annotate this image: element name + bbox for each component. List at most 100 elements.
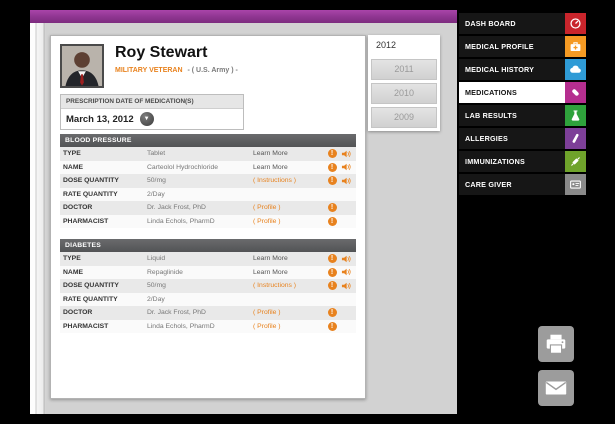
field-value: Linda Echols, PharmD — [147, 217, 215, 225]
info-icon[interactable] — [327, 176, 337, 186]
sidebar-item-medical-profile[interactable]: MEDICAL PROFILE — [459, 36, 586, 57]
profile-link[interactable]: ( Profile ) — [253, 217, 281, 225]
info-icon[interactable] — [327, 308, 337, 318]
pill-icon — [565, 82, 586, 103]
learn-more-link[interactable]: Learn More — [253, 163, 288, 171]
field-label: RATE QUANTITY — [63, 190, 118, 198]
table-row: TYPE Liquid Learn More — [60, 252, 356, 266]
table-row: DOCTOR Dr. Jack Frost, PhD ( Profile ) — [60, 306, 356, 320]
field-label: PHARMACIST — [63, 322, 109, 330]
sidebar-item-lab-results[interactable]: LAB RESULTS — [459, 105, 586, 126]
printer-icon — [546, 334, 566, 354]
field-label: RATE QUANTITY — [63, 295, 118, 303]
sidebar-item-label: CARE GIVER — [465, 180, 512, 189]
field-label: DOSE QUANTITY — [63, 282, 119, 290]
profile-link[interactable]: ( Profile ) — [253, 322, 281, 330]
id-card-icon — [565, 174, 586, 195]
sidebar-item-allergies[interactable]: ALLERGIES — [459, 128, 586, 149]
diabetes-section: DIABETES TYPE Liquid Learn More NAME Rep… — [60, 239, 356, 333]
field-label: PHARMACIST — [63, 217, 109, 225]
table-row: TYPE Tablet Learn More — [60, 147, 356, 161]
info-icon[interactable] — [327, 281, 337, 291]
field-value: 2/Day — [147, 295, 165, 303]
sidebar-item-label: MEDICATIONS — [465, 88, 517, 97]
learn-more-link[interactable]: Learn More — [253, 255, 288, 263]
info-icon[interactable] — [327, 254, 337, 264]
info-icon[interactable] — [327, 321, 337, 331]
field-value: Repaglinide — [147, 268, 183, 276]
patient-card: Roy Stewart MILITARY VETERAN - ( U.S. Ar… — [50, 35, 366, 399]
patient-name: Roy Stewart — [115, 44, 208, 61]
learn-more-link[interactable]: Learn More — [253, 150, 288, 158]
speaker-icon[interactable] — [339, 149, 353, 159]
prescription-date-box: PRESCRIPTION DATE OF MEDICATION(S) March… — [60, 94, 244, 130]
field-value: Tablet — [147, 150, 166, 158]
date-dropdown-button[interactable] — [139, 112, 154, 126]
sidebar-item-medical-history[interactable]: MEDICAL HISTORY — [459, 59, 586, 80]
table-row: RATE QUANTITY 2/Day — [60, 187, 356, 201]
section-title: BLOOD PRESSURE — [60, 134, 356, 147]
field-label: TYPE — [63, 150, 81, 158]
field-value: Dr. Jack Frost, PhD — [147, 204, 206, 212]
speaker-icon[interactable] — [339, 176, 353, 186]
field-label: TYPE — [63, 255, 81, 263]
year-selected[interactable]: 2012 — [368, 35, 440, 56]
patient-photo-graphic — [62, 46, 102, 86]
table-row: RATE QUANTITY 2/Day — [60, 292, 356, 306]
table-row: PHARMACIST Linda Echols, PharmD ( Profil… — [60, 319, 356, 333]
speaker-icon[interactable] — [339, 267, 353, 277]
speaker-icon[interactable] — [339, 281, 353, 291]
info-icon[interactable] — [327, 149, 337, 159]
speaker-icon[interactable] — [339, 254, 353, 264]
table-row: NAME Repaglinide Learn More — [60, 265, 356, 279]
sidebar-item-label: MEDICAL HISTORY — [465, 65, 535, 74]
field-label: NAME — [63, 163, 84, 171]
info-icon[interactable] — [327, 216, 337, 226]
prescription-date-label: PRESCRIPTION DATE OF MEDICATION(S) — [61, 95, 243, 109]
blood-pressure-section: BLOOD PRESSURE TYPE Tablet Learn More NA… — [60, 134, 356, 228]
field-value: Carteolol Hydrochloride — [147, 163, 219, 171]
sidebar-item-label: LAB RESULTS — [465, 111, 517, 120]
field-value: 2/Day — [147, 190, 165, 198]
table-row: PHARMACIST Linda Echols, PharmD ( Profil… — [60, 214, 356, 228]
sidebar-item-immunizations[interactable]: IMMUNIZATIONS — [459, 151, 586, 172]
sidebar-item-medications[interactable]: MEDICATIONS — [459, 82, 586, 103]
instructions-link[interactable]: ( Instructions ) — [253, 282, 297, 290]
info-icon[interactable] — [327, 267, 337, 277]
info-icon[interactable] — [327, 162, 337, 172]
table-row: DOCTOR Dr. Jack Frost, PhD ( Profile ) — [60, 201, 356, 215]
instructions-link[interactable]: ( Instructions ) — [253, 177, 297, 185]
sidebar-nav: DASH BOARD MEDICAL PROFILE MEDICAL HISTO… — [459, 13, 586, 197]
year-option[interactable]: 2010 — [371, 83, 437, 104]
veteran-status-label: MILITARY VETERAN — [115, 67, 183, 74]
info-icon[interactable] — [327, 203, 337, 213]
table-row: NAME Carteolol Hydrochloride Learn More — [60, 160, 356, 174]
main-page: Roy Stewart MILITARY VETERAN - ( U.S. Ar… — [30, 23, 457, 414]
page-stack-edge — [30, 23, 46, 414]
patient-subtitle: MILITARY VETERAN - ( U.S. Army ) - — [115, 67, 238, 74]
app-screen: Roy Stewart MILITARY VETERAN - ( U.S. Ar… — [30, 10, 586, 414]
table-row: DOSE QUANTITY 50/mg ( Instructions ) — [60, 174, 356, 188]
syringe-icon — [565, 151, 586, 172]
beaker-icon — [565, 128, 586, 149]
print-button[interactable] — [538, 326, 574, 362]
profile-link[interactable]: ( Profile ) — [253, 309, 281, 317]
sidebar-item-dashboard[interactable]: DASH BOARD — [459, 13, 586, 34]
sidebar-item-label: ALLERGIES — [465, 134, 508, 143]
year-option[interactable]: 2009 — [371, 107, 437, 128]
service-branch-label: - ( U.S. Army ) - — [187, 67, 238, 74]
year-option[interactable]: 2011 — [371, 59, 437, 80]
learn-more-link[interactable]: Learn More — [253, 268, 288, 276]
top-accent-bar — [30, 10, 457, 23]
field-value: 50/mg — [147, 177, 166, 185]
email-button[interactable] — [538, 370, 574, 406]
speaker-icon[interactable] — [339, 162, 353, 172]
profile-link[interactable]: ( Profile ) — [253, 204, 281, 212]
field-value: Liquid — [147, 255, 166, 263]
sidebar-item-label: MEDICAL PROFILE — [465, 42, 534, 51]
envelope-icon — [545, 381, 567, 395]
cloud-icon — [565, 59, 586, 80]
flask-icon — [565, 105, 586, 126]
prescription-date-row: March 13, 2012 — [61, 109, 243, 129]
sidebar-item-care-giver[interactable]: CARE GIVER — [459, 174, 586, 195]
